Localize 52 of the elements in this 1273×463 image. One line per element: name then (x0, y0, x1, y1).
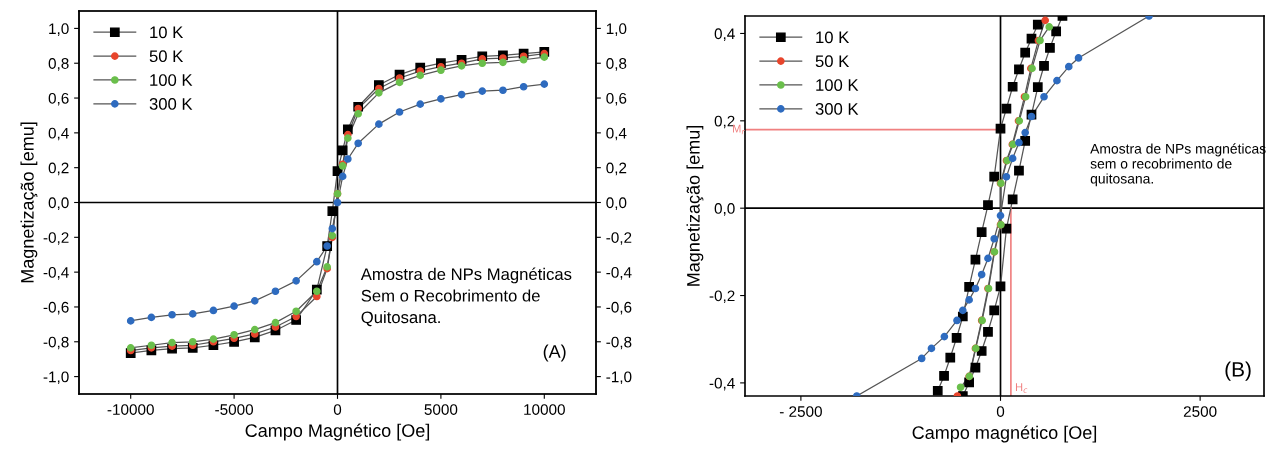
x-tick-label: 0 (996, 406, 1005, 417)
y-tick-label: -1,0 (43, 371, 69, 385)
legend-label: 50 K (149, 50, 184, 63)
y-tick-label: 0,0 (48, 197, 69, 210)
y2-tick-label: 1,0 (606, 23, 627, 36)
x-tick-label: -10000 (107, 404, 154, 415)
y-tick-label: 0,6 (48, 92, 69, 106)
annotation: Amostra de NPs Magnéticas Sem o Recobrimento de Quitosana. (360, 267, 572, 327)
x-tick-label: -5000 (215, 404, 254, 415)
ref-line-label: M$_{r}$ (733, 124, 746, 135)
y-tick-label: -0,2 (709, 290, 735, 304)
legend-label: 100 K (150, 74, 193, 86)
y2-tick-label: -0,2 (606, 232, 632, 245)
y-axis-title: Magnetização [emu] (20, 122, 38, 283)
y2-tick-label: -0,6 (606, 301, 632, 315)
x-axis-title: Campo Magnético [Oe] (245, 423, 430, 441)
y-tick-label: -0,4 (709, 377, 735, 391)
legend-label: 50 K (815, 55, 850, 68)
x-tick-label: - 2500 (779, 406, 822, 417)
y2-tick-label: 0,8 (606, 58, 627, 71)
y2-tick-label: 0,6 (606, 92, 627, 106)
y2-tick-label: 0,4 (606, 127, 627, 141)
y-tick-label: 0,0 (714, 203, 735, 216)
y-tick-label: 0,4 (714, 28, 735, 41)
annotation: (B) (1225, 361, 1251, 381)
legend-label: 300 K (149, 98, 193, 110)
x-tick-label: 10000 (524, 404, 565, 415)
x-tick-label: 2500 (1183, 406, 1217, 417)
y-tick-label: 1,0 (49, 23, 69, 36)
x-tick-label: 0 (333, 404, 342, 415)
y-tick-label: 0,8 (48, 58, 69, 71)
y-tick-label: -0,6 (43, 301, 69, 315)
legend-label: 10 K (816, 31, 850, 44)
y2-tick-label: -1,0 (606, 371, 632, 385)
legend-label: 300 K (815, 103, 859, 115)
legend-label: 100 K (816, 79, 859, 91)
annotation: (A) (543, 344, 566, 362)
y2-tick-label: 0,0 (606, 197, 627, 210)
x-tick-label: 5000 (424, 404, 458, 415)
y-tick-label: 0,4 (48, 127, 69, 141)
y2-tick-label: -0,8 (606, 336, 632, 350)
ref-line-label: H$_{c}$ (1015, 383, 1028, 393)
y2-tick-label: -0,4 (606, 267, 632, 280)
x-axis-title: Campo magnético [Oe] (912, 425, 1097, 443)
y2-tick-label: 0,2 (606, 162, 627, 176)
y-axis-title: Magnetização [emu] (686, 125, 704, 286)
legend-label: 10 K (150, 26, 184, 39)
y-tick-label: -0,4 (43, 267, 69, 280)
y-tick-label: 0,2 (714, 115, 735, 129)
y-tick-label: 0,2 (48, 162, 69, 176)
y-tick-label: -0,2 (43, 232, 69, 245)
y-tick-label: -0,8 (43, 336, 69, 350)
